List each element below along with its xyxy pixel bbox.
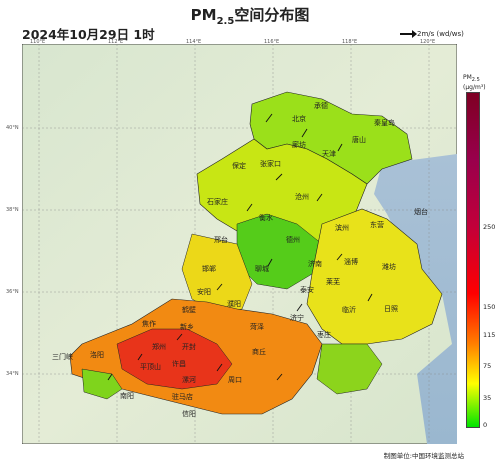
city-label: 潍坊 <box>382 262 396 271</box>
city-label: 枣庄 <box>317 330 331 339</box>
top-tick: 118°E <box>342 39 358 45</box>
top-tick: 112°E <box>108 39 124 45</box>
top-tick: 120°E <box>420 39 436 45</box>
top-tick: 114°E <box>186 39 202 45</box>
region-south-green <box>81 368 123 400</box>
city-label: 鹤壁 <box>182 305 196 314</box>
city-label: 天津 <box>322 150 336 158</box>
city-label: 邢台 <box>214 235 228 244</box>
city-label: 烟台 <box>414 207 428 216</box>
city-label: 菏泽 <box>250 322 264 331</box>
city-label: 安阳 <box>197 287 211 296</box>
colorbar-tick: 75 <box>483 362 492 370</box>
colorbar-tick: 35 <box>483 394 492 402</box>
city-label: 平顶山 <box>140 362 161 371</box>
city-label: 衡水 <box>259 213 273 222</box>
pm25-map[interactable]: 北京 承德 秦皇岛 唐山 天津 廊坊 保定 张家口 石家庄 沧州 衡水 邢台 德… <box>22 44 457 444</box>
city-label: 开封 <box>182 342 196 351</box>
city-label: 济南 <box>308 259 322 268</box>
city-label: 保定 <box>232 161 246 170</box>
city-label: 沧州 <box>295 192 309 201</box>
city-label: 淄博 <box>344 257 358 266</box>
wind-legend-label: 2m/s (wd/ws) <box>417 30 464 38</box>
city-label: 泰安 <box>300 285 314 294</box>
wind-legend: 2m/s (wd/ws) <box>400 30 464 38</box>
city-label: 信阳 <box>182 409 196 418</box>
colorbar-tick: 0 <box>483 421 488 429</box>
top-tick: 110°E <box>30 39 46 45</box>
city-label: 莱芜 <box>326 277 340 286</box>
city-label: 焦作 <box>142 319 156 328</box>
region-red-core <box>116 328 233 390</box>
wind-vectors <box>107 113 373 381</box>
city-label: 洛阳 <box>90 350 104 359</box>
colorbar-tick: 250 <box>483 223 496 231</box>
city-label: 濮阳 <box>227 299 241 308</box>
city-label: 廊坊 <box>292 140 306 149</box>
city-label: 商丘 <box>252 347 266 356</box>
city-label: 承德 <box>314 101 328 110</box>
datetime-label: 2024年10月29日 1时 <box>22 27 155 42</box>
colorbar-title: PM2.5 (μg/m³) <box>463 74 486 92</box>
city-label: 东营 <box>370 220 384 229</box>
city-label: 唐山 <box>352 135 366 144</box>
city-label: 聊城 <box>255 264 269 273</box>
map-credit: 制图单位:中国环境监测总站 <box>383 452 464 460</box>
city-label: 郑州 <box>152 343 166 351</box>
city-label: 济宁 <box>290 313 304 322</box>
city-label: 新乡 <box>180 322 194 331</box>
region-east-green <box>316 343 383 395</box>
city-label: 日照 <box>384 305 398 313</box>
city-label: 张家口 <box>260 159 281 168</box>
left-tick: 40°N <box>6 125 19 131</box>
colorbar-tick: 115 <box>483 331 496 339</box>
city-label: 漯河 <box>182 375 196 384</box>
colorbar <box>466 92 480 428</box>
city-label: 许昌 <box>172 359 186 368</box>
left-tick: 38°N <box>6 207 19 213</box>
city-label: 周口 <box>228 376 242 384</box>
city-label: 滨州 <box>335 223 349 232</box>
colorbar-tick: 150 <box>483 303 496 311</box>
region-shandong <box>306 208 443 345</box>
city-label: 石家庄 <box>207 197 228 206</box>
city-label: 秦皇岛 <box>374 118 395 127</box>
city-label: 邯郸 <box>202 264 216 273</box>
left-tick: 36°N <box>6 289 19 295</box>
city-label: 驻马店 <box>172 392 193 401</box>
city-label: 三门峡 <box>52 352 73 361</box>
left-tick: 34°N <box>6 371 19 377</box>
city-label: 临沂 <box>342 305 356 314</box>
city-label: 南阳 <box>120 391 134 400</box>
city-label: 北京 <box>292 114 306 123</box>
wind-arrow-icon <box>400 30 417 38</box>
city-labels: 北京 承德 秦皇岛 唐山 天津 廊坊 保定 张家口 石家庄 沧州 衡水 邢台 德… <box>52 101 428 418</box>
top-tick: 116°E <box>264 39 280 45</box>
city-label: 德州 <box>286 235 300 244</box>
map-title: PM2.5空间分布图 <box>190 6 310 27</box>
